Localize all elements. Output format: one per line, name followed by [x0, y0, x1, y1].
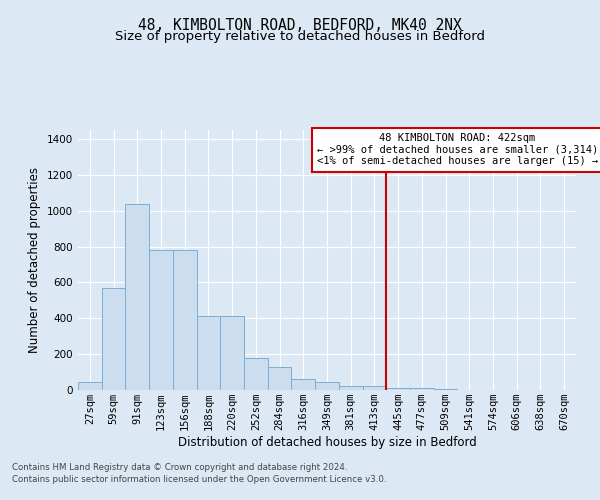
Bar — [315, 382, 339, 390]
Text: 48 KIMBOLTON ROAD: 422sqm
← >99% of detached houses are smaller (3,314)
<1% of s: 48 KIMBOLTON ROAD: 422sqm ← >99% of deta… — [317, 133, 598, 166]
Y-axis label: Number of detached properties: Number of detached properties — [28, 167, 41, 353]
Text: Contains HM Land Registry data © Crown copyright and database right 2024.: Contains HM Land Registry data © Crown c… — [12, 464, 347, 472]
Bar — [102, 288, 125, 390]
Bar — [339, 386, 362, 390]
Bar — [362, 386, 386, 390]
Bar — [386, 388, 410, 390]
Text: 48, KIMBOLTON ROAD, BEDFORD, MK40 2NX: 48, KIMBOLTON ROAD, BEDFORD, MK40 2NX — [138, 18, 462, 32]
Bar — [220, 316, 244, 390]
Text: Contains public sector information licensed under the Open Government Licence v3: Contains public sector information licen… — [12, 474, 386, 484]
Text: Distribution of detached houses by size in Bedford: Distribution of detached houses by size … — [178, 436, 476, 449]
Bar — [78, 382, 102, 390]
Text: Size of property relative to detached houses in Bedford: Size of property relative to detached ho… — [115, 30, 485, 43]
Bar — [434, 389, 457, 390]
Bar — [125, 204, 149, 390]
Bar — [292, 379, 315, 390]
Bar — [197, 316, 220, 390]
Bar — [410, 388, 434, 390]
Bar — [268, 366, 292, 390]
Bar — [173, 250, 197, 390]
Bar — [244, 358, 268, 390]
Bar — [149, 250, 173, 390]
